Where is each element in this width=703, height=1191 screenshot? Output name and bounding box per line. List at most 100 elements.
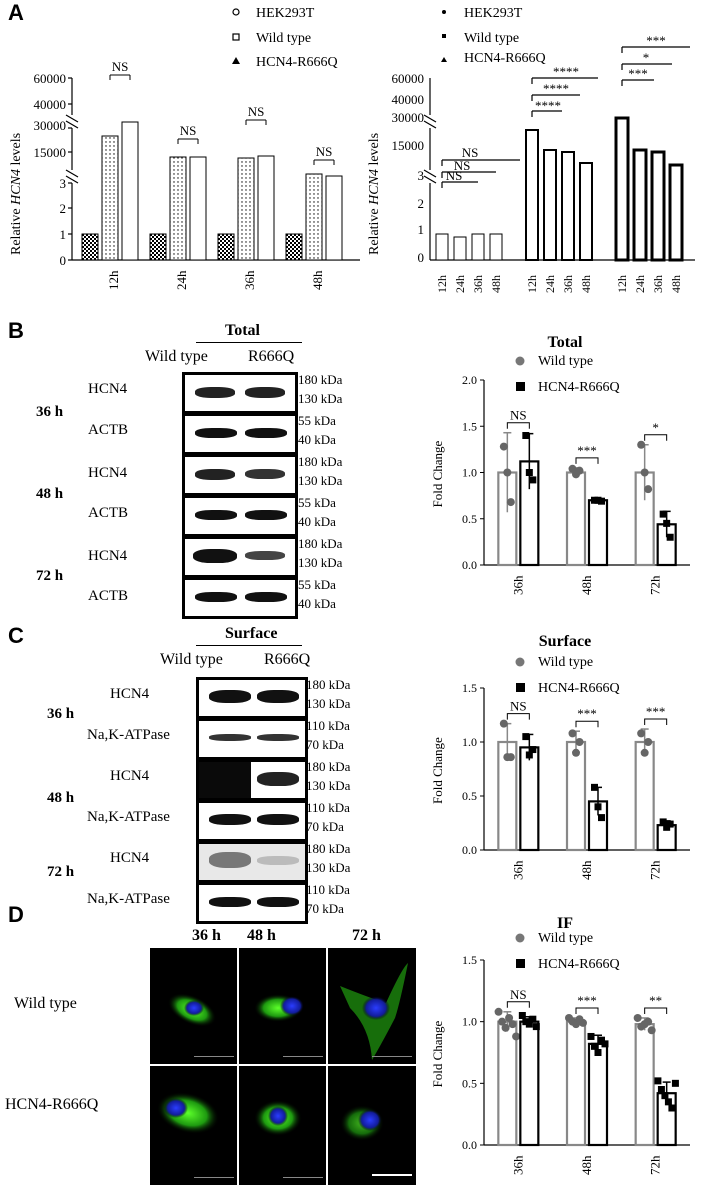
c-kda-7: 110 kDa	[306, 800, 350, 815]
b-kda-12: 40 kDa	[298, 596, 336, 611]
panel-a-left-sig-labels: NS NS NS NS	[112, 59, 333, 159]
x-tick-label: 48h	[579, 1155, 594, 1175]
svg-text:12h: 12h	[525, 275, 539, 293]
data-point-mut	[657, 1086, 665, 1093]
legend-marker-mut	[516, 382, 525, 391]
panel-a-right-legend: HEK293T Wild type HCN4-R666Q	[441, 6, 546, 66]
bar-wt-24h	[169, 156, 187, 261]
data-point-mut	[668, 1104, 676, 1112]
svg-text:40000: 40000	[34, 97, 67, 112]
b-blot-actb-72	[182, 577, 298, 619]
legend-marker-wt	[232, 33, 240, 41]
legend-label-wt: Wild type	[538, 655, 593, 670]
data-point-mut	[664, 1098, 672, 1106]
data-point-wt	[506, 498, 515, 507]
y-tick-label: 0.0	[462, 843, 477, 857]
if-wt-48h	[239, 948, 326, 1064]
x-tick-label: 36h	[510, 1155, 525, 1175]
bar-hcn4-r666q-36h	[519, 1020, 540, 1147]
b-blot-actb-36	[182, 413, 298, 455]
data-point-wt	[505, 1013, 514, 1022]
c-label-hcn4-72: HCN4	[110, 850, 150, 866]
data-point-mut	[663, 519, 671, 527]
data-point-mut	[666, 820, 674, 828]
x-tick-label: 48h	[579, 575, 594, 595]
panel-c-title-underline	[196, 645, 302, 646]
svg-text:24h: 24h	[174, 270, 189, 290]
data-point-wt	[637, 440, 646, 449]
data-point-mut	[598, 497, 605, 505]
x-tick-label: 72h	[648, 1155, 663, 1175]
data-point-wt	[499, 719, 508, 728]
data-point-mut	[522, 733, 530, 741]
data-point-wt	[506, 753, 515, 762]
b-label-hcn4-36: HCN4	[88, 381, 128, 397]
c-label-atp-36: Na,K-ATPase	[87, 727, 170, 743]
svg-text:2: 2	[60, 201, 67, 216]
data-point-mut	[529, 746, 537, 754]
y-tick-label: 0.5	[462, 512, 477, 526]
legend-marker-hek	[232, 8, 240, 16]
significance-label: ***	[577, 706, 597, 721]
b-kda-3: 55 kDa	[298, 413, 336, 428]
svg-text:NS: NS	[248, 104, 265, 119]
svg-text:48h: 48h	[310, 270, 325, 290]
bar-wt-12h	[101, 135, 119, 261]
legend-label-wt-r: Wild type	[464, 31, 519, 46]
panel-a-charts: HEK293T Wild type HCN4-R666Q HEK293T Wil…	[9, 6, 695, 293]
b-kda-2: 130 kDa	[298, 391, 343, 406]
y-tick-label: 0.0	[462, 1138, 477, 1152]
panel-c-lane-mut: R666Q	[264, 651, 311, 668]
b-kda-6: 130 kDa	[298, 473, 343, 488]
panel-letter-d: D	[8, 902, 24, 927]
svg-text:1: 1	[418, 222, 425, 237]
data-point-wt	[512, 1032, 521, 1041]
data-point-mut	[594, 803, 602, 811]
panel-a-right-bars	[435, 116, 684, 262]
c-blot-hcn4-36	[196, 677, 308, 719]
y-tick-label: 1.5	[462, 953, 477, 967]
svg-text:48h: 48h	[579, 275, 593, 293]
svg-text:3: 3	[418, 168, 425, 183]
bar-wt-48h	[305, 173, 323, 261]
c-label-hcn4-36: HCN4	[110, 686, 150, 702]
data-point-mut	[587, 1032, 595, 1040]
y-tick-label: 1.5	[462, 681, 477, 695]
data-point-mut	[529, 1015, 537, 1023]
b-kda-9: 180 kDa	[298, 536, 343, 551]
data-point-wt	[575, 466, 584, 475]
bar-mut-12h	[121, 121, 139, 261]
x-tick-label: 72h	[648, 575, 663, 595]
x-tick-label: 36h	[510, 860, 525, 880]
svg-text:1: 1	[60, 227, 67, 242]
significance-label: ***	[646, 704, 666, 719]
svg-text:24h: 24h	[633, 275, 647, 293]
svg-text:0: 0	[418, 250, 425, 265]
bar-mut-36h	[257, 155, 275, 261]
data-point-mut	[532, 1023, 540, 1031]
c-time-36: 36 h	[47, 706, 75, 722]
panel-b-lane-wt: Wild type	[145, 348, 208, 365]
c-time-72: 72 h	[47, 864, 75, 880]
panel-letter-b: B	[8, 318, 24, 343]
data-point-mut	[598, 814, 605, 822]
legend-label-mut: HCN4-R666Q	[256, 55, 338, 70]
svg-text:15000: 15000	[392, 138, 425, 153]
panel-letter-c: C	[8, 623, 24, 648]
significance-bracket	[506, 422, 530, 429]
significance-bracket	[506, 713, 530, 720]
c-label-hcn4-48: HCN4	[110, 768, 150, 784]
b-kda-8: 40 kDa	[298, 514, 336, 529]
svg-text:30000: 30000	[392, 110, 425, 125]
panel-c-blot-title: Surface	[225, 625, 278, 642]
svg-text:48h: 48h	[489, 275, 503, 293]
c-blot-atp-36	[196, 718, 308, 760]
c-kda-6: 130 kDa	[306, 778, 351, 793]
data-point-wt	[498, 1017, 507, 1026]
b-blot-actb-48	[182, 495, 298, 537]
c-kda-9: 180 kDa	[306, 841, 351, 856]
data-point-wt	[640, 748, 649, 757]
b-kda-10: 130 kDa	[298, 555, 343, 570]
data-point-mut	[522, 1018, 530, 1026]
svg-text:****: ****	[535, 98, 561, 113]
